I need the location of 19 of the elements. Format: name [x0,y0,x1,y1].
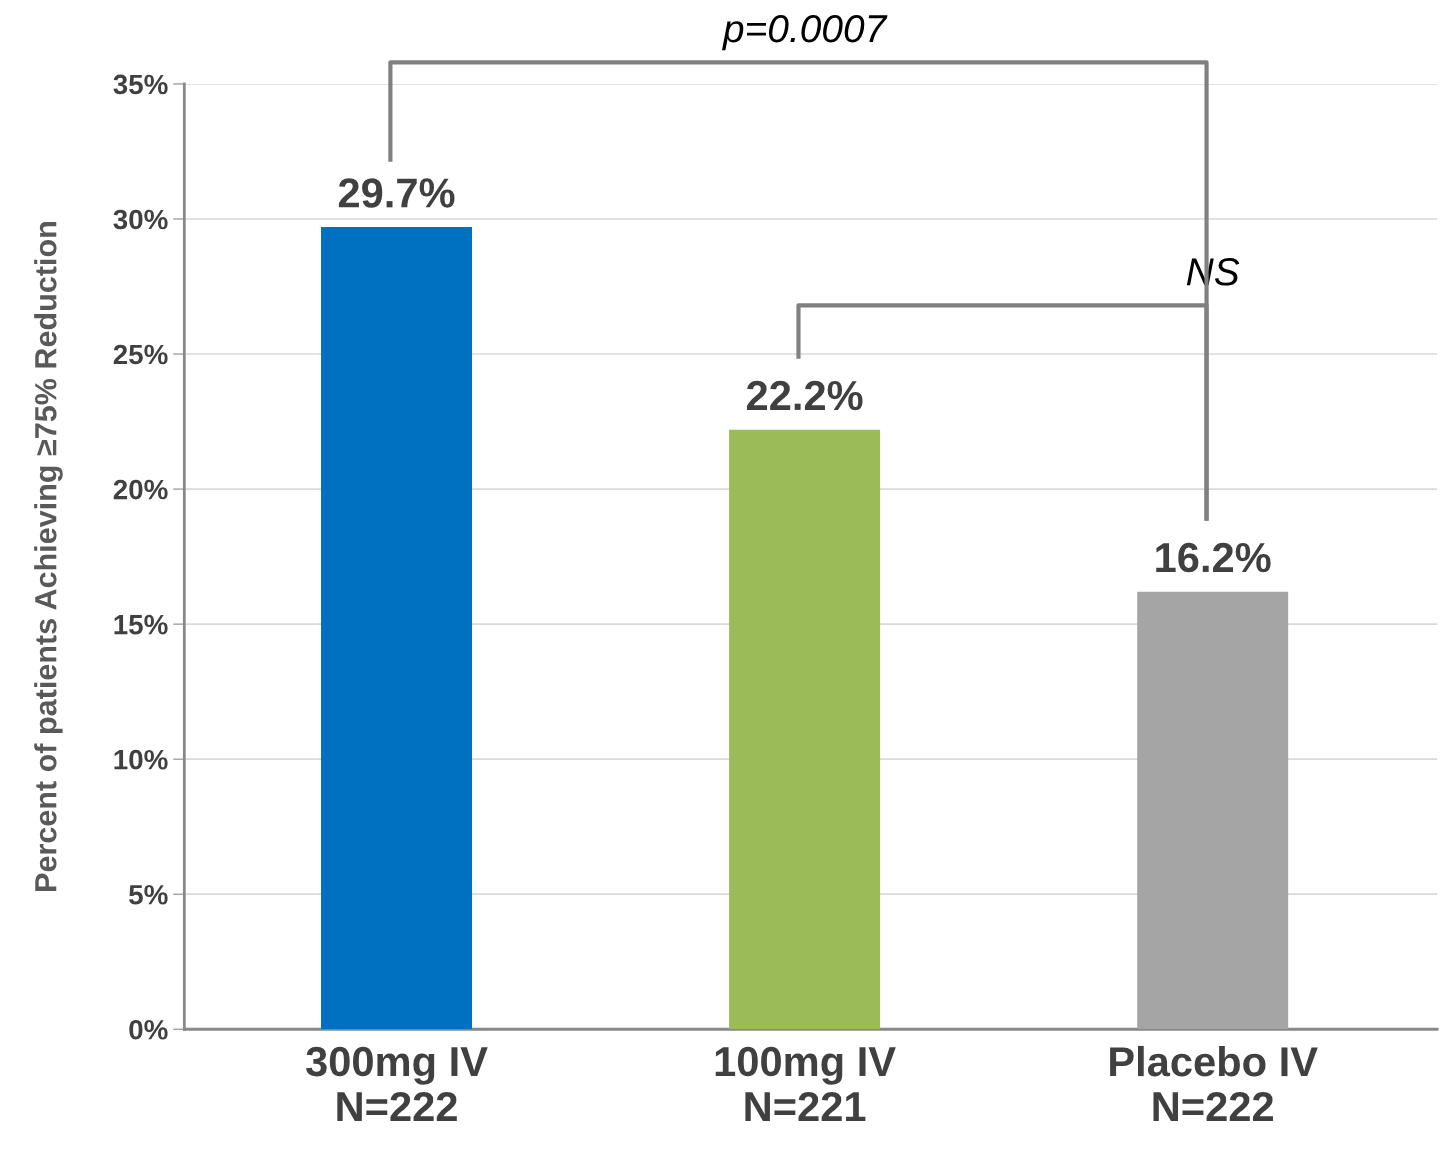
data-label: 29.7% [338,178,455,208]
y-tick-label: 30% [113,209,168,230]
data-label: 16.2% [1156,542,1271,573]
y-tick-label: 10% [114,749,168,770]
bar [321,227,473,1030]
x-tick-label: 100mg IV N=221 [715,1046,896,1121]
text: p=0.0007 [722,14,888,51]
bar [1137,591,1289,1030]
y-tick-label: 35% [113,74,168,95]
y-axis-title: Percent of patients Achieving ≥75% Reduction [34,222,63,891]
y-tick-label: 25% [113,344,168,365]
y-tick-label: 5% [129,884,168,905]
y-tick-label: 0% [129,1019,168,1040]
x-tick-label: Placebo IV N=222 [1110,1045,1318,1121]
x-tick-label: 300mg IV N=222 [306,1046,488,1121]
y-tick-label: 20% [113,479,168,500]
y-tick-label: 15% [114,614,168,635]
data-label: 22.2% [746,380,863,411]
annotation: NS [1186,258,1240,286]
